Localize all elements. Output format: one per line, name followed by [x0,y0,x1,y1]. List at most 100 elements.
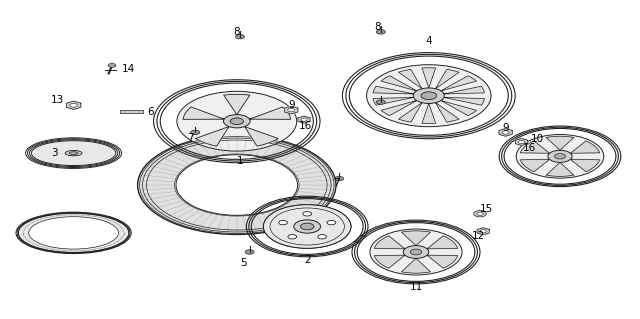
Polygon shape [520,159,550,172]
Ellipse shape [65,151,82,156]
Text: 9: 9 [288,100,294,110]
Text: 14: 14 [122,63,134,74]
Text: 6: 6 [147,107,154,117]
Text: 11: 11 [410,282,422,292]
Circle shape [176,155,298,215]
Polygon shape [399,69,422,89]
Ellipse shape [31,141,116,166]
Circle shape [327,220,336,225]
Polygon shape [444,97,484,105]
Text: 4: 4 [426,36,432,47]
Circle shape [230,118,243,124]
Polygon shape [224,94,250,115]
Polygon shape [436,103,459,122]
Polygon shape [436,69,459,89]
Polygon shape [499,129,512,136]
Circle shape [502,131,509,134]
Polygon shape [444,86,484,94]
Circle shape [335,176,344,181]
Circle shape [367,65,491,127]
Text: 7: 7 [333,178,339,189]
Ellipse shape [69,152,78,154]
Polygon shape [195,127,229,146]
Polygon shape [477,228,490,235]
Text: 5: 5 [240,258,246,268]
Polygon shape [374,255,405,268]
Circle shape [223,115,250,128]
Polygon shape [183,107,224,119]
Text: 3: 3 [51,148,58,158]
Polygon shape [250,107,291,119]
Ellipse shape [29,217,118,249]
Circle shape [376,100,385,104]
Ellipse shape [19,213,129,253]
Circle shape [403,246,429,258]
Text: 16: 16 [300,121,312,131]
Polygon shape [515,138,528,145]
Circle shape [288,108,294,112]
Polygon shape [422,68,436,88]
Polygon shape [546,162,574,176]
Circle shape [278,220,287,225]
Bar [120,110,143,113]
Circle shape [474,211,486,217]
Circle shape [303,211,312,216]
Circle shape [108,63,116,67]
Circle shape [191,130,200,135]
Circle shape [516,135,604,178]
Text: 8: 8 [374,22,381,32]
Polygon shape [546,136,574,150]
Circle shape [264,205,351,248]
Polygon shape [373,97,413,105]
Text: 1: 1 [237,156,243,166]
Circle shape [548,150,572,162]
Polygon shape [298,116,310,123]
Polygon shape [441,76,477,91]
Circle shape [413,88,444,103]
Polygon shape [441,100,477,115]
Polygon shape [285,106,298,114]
Circle shape [294,220,321,233]
Polygon shape [570,141,600,153]
Text: 7: 7 [188,133,194,143]
Circle shape [518,140,525,144]
Circle shape [264,205,351,248]
Circle shape [245,250,254,254]
Text: 10: 10 [531,134,544,144]
Polygon shape [373,86,413,94]
Polygon shape [570,160,600,172]
Polygon shape [399,103,422,122]
Circle shape [376,30,385,34]
Circle shape [477,212,483,215]
Text: 12: 12 [472,231,485,241]
Polygon shape [244,127,278,146]
Polygon shape [67,101,81,109]
Circle shape [301,223,314,230]
Text: 2: 2 [304,255,310,265]
Circle shape [177,91,297,151]
Polygon shape [520,141,550,153]
Polygon shape [401,258,431,273]
Circle shape [317,234,326,239]
Circle shape [236,34,244,39]
Polygon shape [381,76,417,91]
Text: 16: 16 [524,143,536,153]
Polygon shape [401,231,431,246]
Circle shape [138,136,336,234]
Text: 9: 9 [502,122,509,133]
Circle shape [480,230,486,233]
Polygon shape [422,103,436,123]
Text: 13: 13 [51,95,64,106]
Circle shape [410,249,422,255]
Text: 15: 15 [480,204,493,214]
Circle shape [370,229,462,275]
Polygon shape [427,255,458,268]
Polygon shape [427,236,458,249]
Circle shape [421,92,436,100]
Polygon shape [374,236,405,249]
Circle shape [70,103,77,107]
Text: 8: 8 [234,27,240,37]
Circle shape [554,153,566,159]
Circle shape [288,234,297,239]
Circle shape [301,118,307,121]
